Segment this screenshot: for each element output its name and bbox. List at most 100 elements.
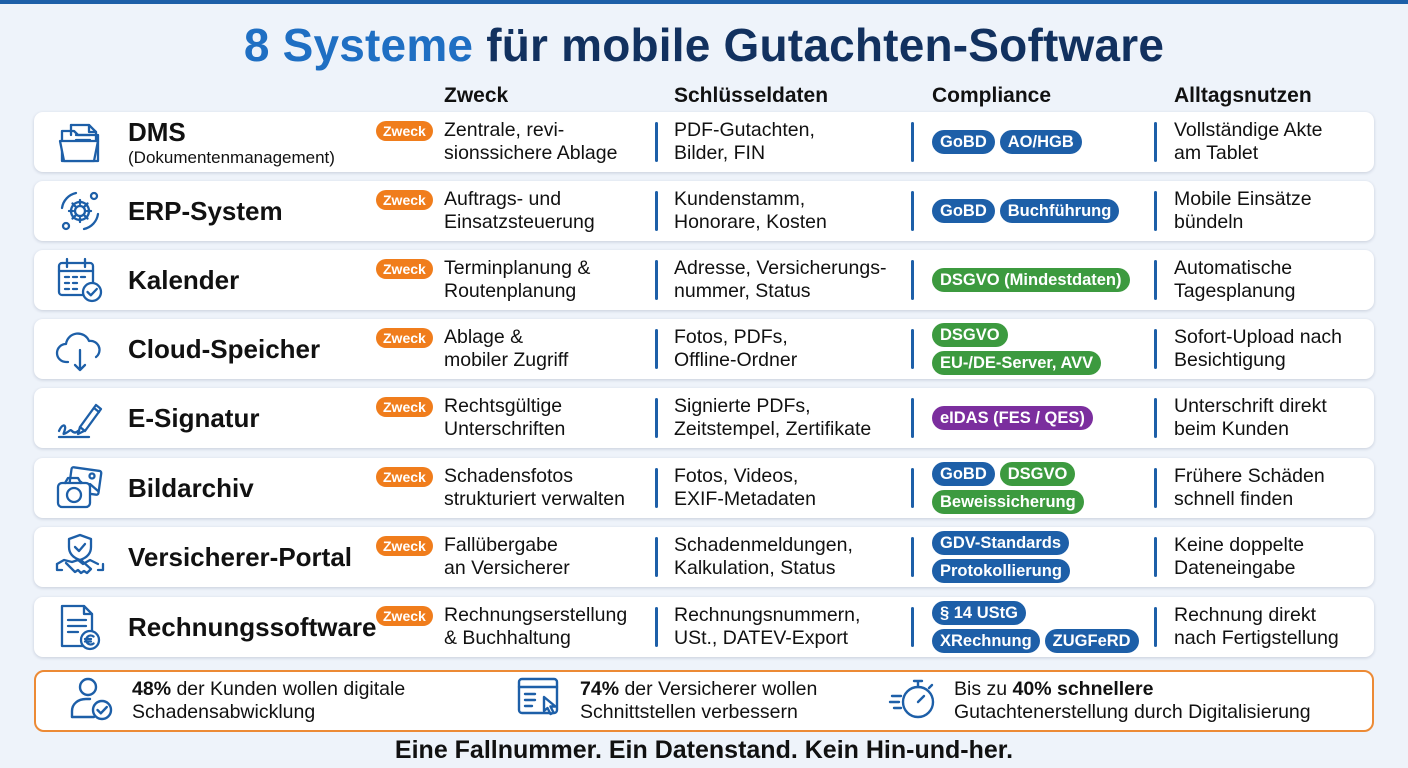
schluesseldaten-text: Rechnungsnummern, USt., DATEV-Export: [674, 604, 861, 649]
compliance-chip: DSGVO (Mindestdaten): [932, 268, 1130, 292]
system-row: Rechnungssoftware Zweck Rechnungserstellun…: [34, 597, 1374, 657]
zweck-badge: Zweck: [376, 190, 433, 210]
system-row: Versicherer-Portal Zweck Fallübergabe an V…: [34, 527, 1374, 587]
compliance-chip: § 14 UStG: [932, 601, 1026, 625]
schluesseldaten-text: Fotos, PDFs, Offline-Ordner: [674, 326, 798, 371]
column-divider: [911, 468, 914, 508]
schluesseldaten-text: Adresse, Versicherungs- nummer, Status: [674, 257, 887, 302]
statistics-box: 48% der Kunden wollen digitale Schadensab…: [34, 670, 1374, 732]
stat-text-line2: Schadensabwicklung: [132, 701, 316, 723]
zweck-text: Rechtsgültige Unterschriften: [444, 395, 566, 440]
column-divider: [911, 329, 914, 369]
stat-insurers: 74% der Versicherer wollen Schnittstellen…: [514, 672, 817, 730]
alltagsnutzen-text: Vollständige Akte am Tablet: [1174, 119, 1323, 164]
folder-document-icon: [54, 117, 106, 167]
column-divider: [655, 607, 658, 647]
zweck-text: Terminplanung & Routenplanung: [444, 257, 591, 302]
system-name-text: DMS: [128, 116, 186, 147]
system-name: Versicherer-Portal: [128, 527, 352, 587]
stat-customers-text: 48% der Kunden wollen digitale Schadensab…: [132, 678, 405, 724]
compliance-line: eIDAS (FES / QES): [932, 406, 1152, 430]
gear-cycle-icon: [54, 186, 106, 236]
compliance-chip: GDV-Standards: [932, 531, 1070, 555]
compliance-line: GoBD Buchführung: [932, 199, 1152, 223]
zweck-badge: Zweck: [376, 259, 433, 279]
system-name: Cloud-Speicher: [128, 319, 320, 379]
schluesseldaten-text: Fotos, Videos, EXIF-Metadaten: [674, 465, 816, 510]
system-name-text: E-Signatur: [128, 402, 260, 433]
system-name-sub: (Dokumentenmanagement): [128, 147, 335, 167]
column-divider: [1154, 398, 1157, 438]
stat-value: 40% schnellere: [1012, 678, 1154, 700]
compliance-chip: AO/HGB: [999, 130, 1082, 154]
system-name: ERP-System: [128, 181, 283, 241]
compliance-chip: ZUGFeRD: [1044, 629, 1139, 653]
system-name: Rechnungssoftware: [128, 597, 377, 657]
column-divider: [1154, 191, 1157, 231]
system-name-text: Kalender: [128, 264, 240, 295]
header-compliance: Compliance: [932, 84, 1052, 107]
column-divider: [655, 191, 658, 231]
compliance-cell: GoBD AO/HGB: [932, 112, 1152, 172]
calendar-check-icon: [54, 255, 106, 305]
compliance-line: DSGVO: [932, 323, 1152, 347]
compliance-cell: eIDAS (FES / QES): [932, 388, 1152, 448]
compliance-line: § 14 UStG: [932, 601, 1152, 625]
stat-customers: 48% der Kunden wollen digitale Schadensab…: [66, 672, 405, 730]
column-divider: [911, 607, 914, 647]
zweck-text: Ablage & mobiler Zugriff: [444, 326, 569, 371]
zweck-badge: Zweck: [376, 328, 433, 348]
camera-photo-icon: [54, 463, 106, 513]
stat-value: 74%: [580, 678, 620, 700]
column-divider: [911, 537, 914, 577]
cloud-upload-icon: [54, 324, 106, 374]
column-divider: [911, 260, 914, 300]
header-alltagsnutzen: Alltagsnutzen: [1174, 84, 1312, 107]
zweck-text: Fallübergabe an Versicherer: [444, 534, 570, 579]
stat-speed: Bis zu 40% schnellere Gutachtenerstellung…: [888, 672, 1311, 730]
handshake-shield-icon: [54, 532, 106, 582]
zweck-text: Rechnungserstellung & Buchhaltung: [444, 604, 628, 649]
column-divider: [655, 468, 658, 508]
compliance-line: Beweissicherung: [932, 490, 1152, 514]
alltagsnutzen-text: Frühere Schäden schnell finden: [1174, 465, 1325, 510]
title-highlight: 8 Systeme: [243, 19, 474, 71]
compliance-chip: eIDAS (FES / QES): [932, 406, 1093, 430]
system-name-text: Rechnungssoftware: [128, 611, 377, 642]
column-divider: [911, 122, 914, 162]
stat-text-line2: Gutachtenerstellung durch Digitalisierun…: [954, 701, 1311, 723]
system-row: E-Signatur Zweck Rechtsgültige Unterschrif…: [34, 388, 1374, 448]
system-row: Kalender Zweck Terminplanung & Routenplanu…: [34, 250, 1374, 310]
compliance-chip: EU-/DE-Server, AVV: [932, 351, 1102, 375]
column-divider: [655, 122, 658, 162]
schluesseldaten-text: PDF-Gutachten, Bilder, FIN: [674, 119, 815, 164]
alltagsnutzen-text: Automatische Tagesplanung: [1174, 257, 1296, 302]
column-divider: [1154, 468, 1157, 508]
alltagsnutzen-text: Unterschrift direkt beim Kunden: [1174, 395, 1327, 440]
zweck-text: Auftrags- und Einsatzsteuerung: [444, 188, 595, 233]
system-name-text: ERP-System: [128, 195, 283, 226]
system-name: Kalender: [128, 250, 239, 310]
system-row: DMS (Dokumentenmanagement) Zweck Zentrale, …: [34, 112, 1374, 172]
compliance-cell: § 14 UStG XRechnung ZUGFeRD: [932, 597, 1152, 657]
column-divider: [911, 191, 914, 231]
compliance-cell: GoBD Buchführung: [932, 181, 1152, 241]
zweck-badge: Zweck: [376, 536, 433, 556]
system-row: ERP-System Zweck Auftrags- und Einsatzsteu…: [34, 181, 1374, 241]
system-name: DMS (Dokumentenmanagement): [128, 112, 335, 172]
alltagsnutzen-text: Rechnung direkt nach Fertigstellung: [1174, 604, 1339, 649]
stat-insurers-text: 74% der Versicherer wollen Schnittstellen…: [580, 678, 817, 724]
column-divider: [655, 329, 658, 369]
stat-value: 48%: [132, 678, 172, 700]
compliance-line: Protokollierung: [932, 559, 1152, 583]
schluesseldaten-text: Schadenmeldungen, Kalkulation, Status: [674, 534, 853, 579]
alltagsnutzen-text: Mobile Einsätze bündeln: [1174, 188, 1312, 233]
stat-speed-text: Bis zu 40% schnellere Gutachtenerstellung…: [954, 678, 1311, 724]
compliance-cell: GoBD DSGVO Beweissicherung: [932, 458, 1152, 518]
column-divider: [655, 260, 658, 300]
compliance-chip: DSGVO: [932, 323, 1008, 347]
compliance-cell: GDV-Standards Protokollierung: [932, 527, 1152, 587]
compliance-chip: Protokollierung: [932, 559, 1070, 583]
column-divider: [1154, 122, 1157, 162]
column-divider: [1154, 260, 1157, 300]
